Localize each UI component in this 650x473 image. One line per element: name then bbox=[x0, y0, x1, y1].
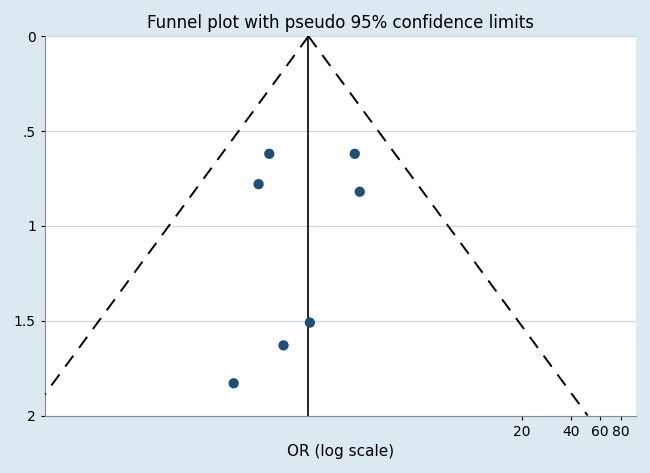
Point bbox=[354, 188, 365, 195]
X-axis label: OR (log scale): OR (log scale) bbox=[287, 444, 394, 459]
Point bbox=[254, 180, 264, 188]
Point bbox=[305, 319, 315, 326]
Point bbox=[350, 150, 360, 158]
Point bbox=[278, 342, 289, 349]
Title: Funnel plot with pseudo 95% confidence limits: Funnel plot with pseudo 95% confidence l… bbox=[147, 14, 534, 32]
Point bbox=[264, 150, 274, 158]
Point bbox=[228, 379, 239, 387]
